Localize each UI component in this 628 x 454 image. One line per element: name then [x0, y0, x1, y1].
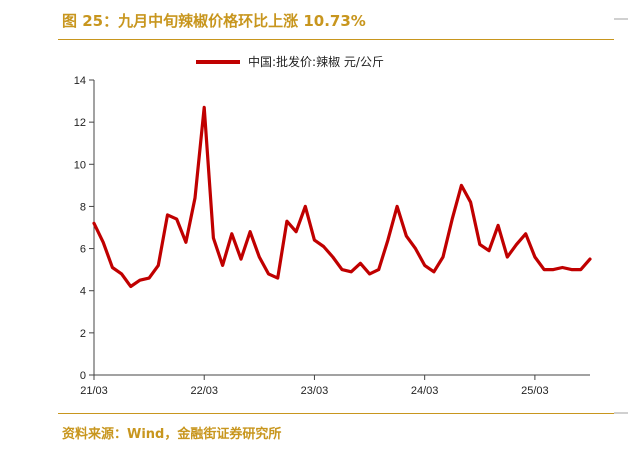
bottom-divider [58, 413, 614, 414]
top-divider [58, 39, 614, 40]
y-axis: 0 2 4 6 8 10 12 14 [74, 75, 95, 382]
legend-label: 中国:批发价:辣椒 元/公斤 [248, 54, 384, 69]
y-tick-label: 6 [80, 244, 86, 256]
bottom-right-mark [614, 412, 628, 414]
y-tick-label: 8 [80, 201, 86, 213]
chart-legend: 中国:批发价:辣椒 元/公斤 [196, 54, 384, 69]
x-tick-label: 23/03 [301, 385, 329, 397]
y-tick-label: 10 [74, 159, 86, 171]
x-tick-label: 25/03 [521, 385, 549, 397]
source-note: 资料来源：Wind，金融街证券研究所 [62, 427, 282, 442]
y-tick-label: 4 [80, 286, 86, 298]
top-right-mark [614, 18, 628, 20]
y-tick-label: 0 [80, 370, 86, 382]
figure-title: 图 25：九月中旬辣椒价格环比上涨 10.73% [62, 12, 366, 30]
x-tick-label: 21/03 [80, 385, 108, 397]
y-tick-label: 12 [74, 117, 86, 129]
x-tick-label: 24/03 [411, 385, 439, 397]
series-line [92, 105, 592, 289]
x-axis: 21/03 22/03 23/03 24/03 25/03 [80, 374, 590, 397]
y-tick-label: 2 [80, 328, 86, 340]
x-tick-label: 22/03 [190, 385, 218, 397]
y-tick-label: 14 [74, 75, 86, 87]
